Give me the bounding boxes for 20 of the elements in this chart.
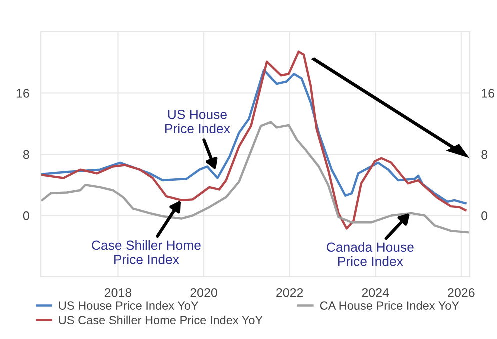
- y-tick-label: 0: [23, 212, 30, 220]
- legend-label: US Case Shiller Home Price Index YoY: [59, 316, 263, 325]
- y-tick-label: 16: [16, 89, 30, 98]
- x-tick-label: 2022: [276, 288, 304, 298]
- x-tick-label: 2026: [448, 288, 475, 298]
- y2-tick-label: 8: [482, 150, 488, 160]
- y2-tick-label: 16: [482, 89, 494, 98]
- y2-tick-label: 0: [482, 212, 488, 220]
- x-tick-label: 2024: [362, 288, 390, 298]
- legend-label: US House Price Index YoY: [59, 301, 199, 310]
- legend-label: CA House Price Index YoY: [320, 301, 460, 310]
- x-tick-label: 2020: [190, 288, 218, 298]
- annotation: Canada House Price Index: [327, 242, 414, 266]
- line-series: [41, 50, 467, 230]
- annotation: Case Shiller Home Price Index: [92, 240, 201, 264]
- line-series: [41, 121, 469, 234]
- annotation: US House Price Index: [166, 110, 230, 134]
- x-tick-label: 2018: [104, 288, 132, 298]
- y-tick-label: 8: [23, 150, 30, 160]
- line-series: [41, 69, 467, 205]
